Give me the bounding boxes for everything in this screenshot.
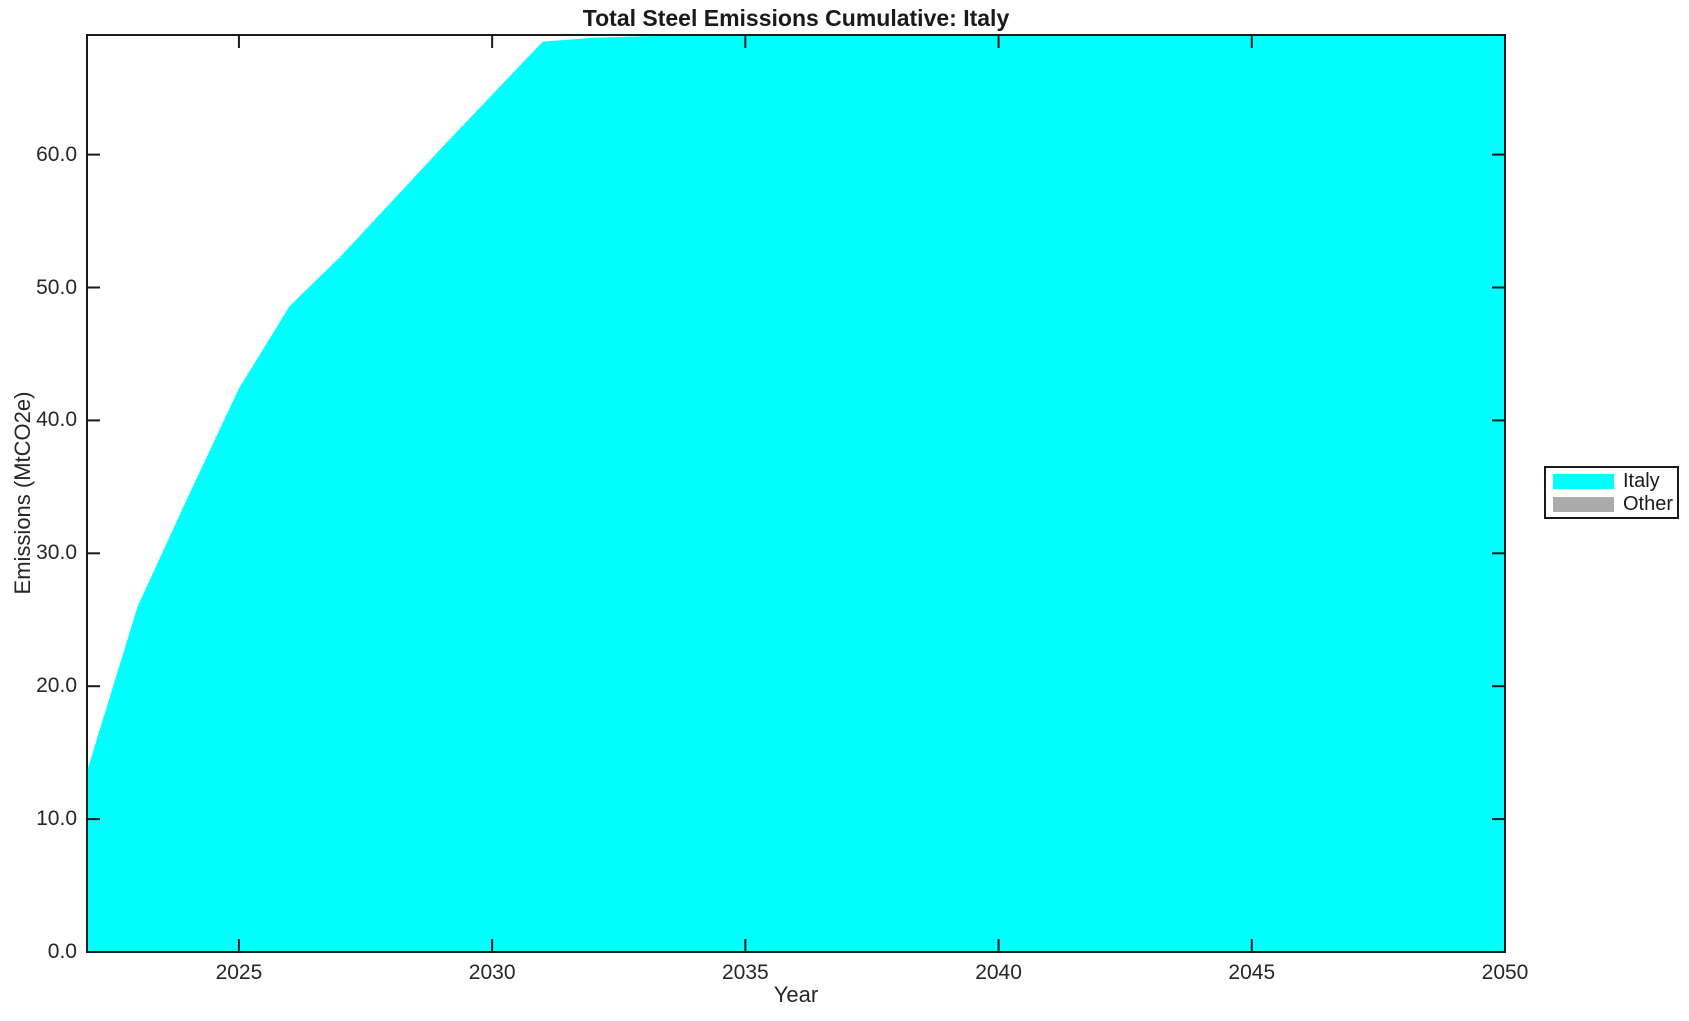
legend-label-other: Other bbox=[1623, 493, 1674, 515]
chart-title: Total Steel Emissions Cumulative: Italy bbox=[582, 5, 1010, 31]
x-tick-label: 2045 bbox=[1228, 961, 1276, 984]
y-tick-label: 60.0 bbox=[36, 142, 77, 166]
other-swatch bbox=[1553, 497, 1614, 512]
plot-area bbox=[86, 34, 1506, 953]
plot-border bbox=[86, 34, 1506, 953]
legend-label-italy: Italy bbox=[1623, 470, 1660, 492]
y-tick-label: 20.0 bbox=[36, 674, 77, 698]
y-tick-label: 40.0 bbox=[36, 408, 77, 432]
y-tick-label: 10.0 bbox=[36, 807, 77, 831]
x-tick-label: 2050 bbox=[1481, 961, 1529, 984]
y-tick-label: 0.0 bbox=[47, 940, 77, 963]
x-tick-label: 2040 bbox=[975, 961, 1022, 984]
legend-box: Italy Other bbox=[1544, 466, 1679, 519]
x-tick-label: 2035 bbox=[721, 961, 769, 984]
y-axis-title: Emissions (MtCO2e) bbox=[10, 391, 35, 595]
italy-swatch bbox=[1553, 474, 1614, 489]
x-axis-title: Year bbox=[773, 982, 819, 1007]
legend-entry-italy: Italy bbox=[1553, 470, 1670, 493]
y-tick-label: 30.0 bbox=[36, 541, 77, 565]
y-tick-label: 50.0 bbox=[36, 275, 77, 299]
legend-entry-other: Other bbox=[1553, 493, 1674, 516]
x-tick-label: 2025 bbox=[215, 961, 263, 984]
x-tick-label: 2030 bbox=[468, 961, 516, 984]
italy-area-series bbox=[87, 35, 1505, 952]
